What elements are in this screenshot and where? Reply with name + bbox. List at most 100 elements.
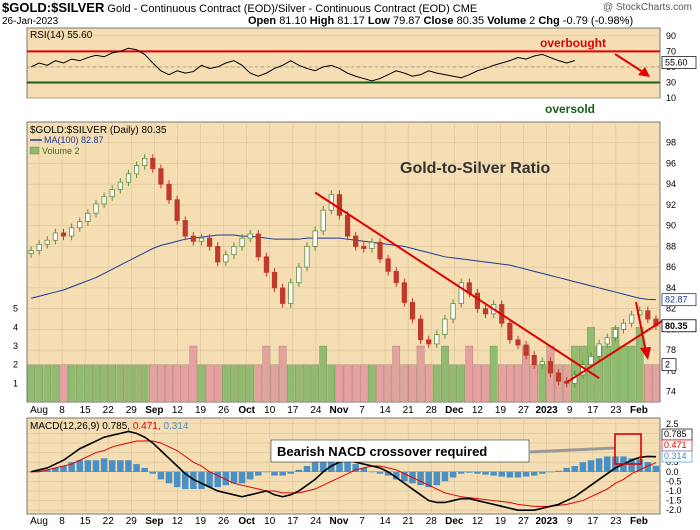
breakdown-arrow bbox=[635, 301, 647, 353]
macd-x-tick-label: Nov bbox=[330, 516, 349, 527]
macd-histogram-bar bbox=[60, 466, 67, 472]
macd-y-tick-label: -1.0 bbox=[666, 486, 682, 496]
macd-crossover-highlight bbox=[614, 433, 642, 465]
chg-value: -0.79 (-0.98%) bbox=[562, 15, 634, 27]
volume-bar bbox=[457, 364, 465, 403]
volume-bar bbox=[408, 364, 417, 403]
macd-histogram-bar bbox=[490, 471, 497, 476]
candle-body bbox=[247, 233, 253, 239]
macd-histogram-bar bbox=[271, 471, 278, 476]
macd-x-tick-label: 7 bbox=[359, 516, 365, 527]
macd-histogram-bar bbox=[84, 460, 92, 472]
chart-header: $GOLD:$SILVER Gold - Continuous Contract… bbox=[2, 0, 477, 15]
candle-body bbox=[288, 282, 294, 304]
volume-bar bbox=[376, 364, 384, 403]
price-y-tick-label: 94 bbox=[666, 179, 676, 189]
macd-histogram-bar bbox=[384, 471, 392, 476]
volume-bar bbox=[222, 364, 230, 403]
candle-body bbox=[312, 230, 318, 247]
macd-y-tick-label: 0.0 bbox=[666, 467, 679, 477]
price-y-tick-label: 92 bbox=[666, 200, 676, 210]
volume-bar bbox=[140, 364, 149, 403]
price-x-tick-label: 29 bbox=[126, 405, 138, 416]
candle-body bbox=[158, 168, 164, 185]
candle-body bbox=[255, 233, 261, 258]
candle-body bbox=[85, 212, 91, 222]
volume-bar bbox=[506, 364, 514, 403]
candle-body bbox=[239, 237, 245, 247]
price-y-tick-label: 74 bbox=[666, 387, 676, 397]
macd-histogram-bar bbox=[238, 471, 246, 484]
macd-histogram-bar bbox=[198, 471, 205, 490]
candle-body bbox=[142, 157, 148, 166]
macd-histogram-bar bbox=[141, 467, 148, 472]
candle-body bbox=[588, 355, 594, 366]
uptrend-line bbox=[566, 320, 663, 384]
volume-bar bbox=[644, 364, 652, 403]
candle-body bbox=[320, 209, 326, 232]
ma100-line bbox=[30, 234, 656, 301]
macd-histogram-bar bbox=[376, 471, 384, 474]
candle-body bbox=[507, 322, 513, 341]
macd-histogram-bar bbox=[295, 469, 303, 472]
candle-body bbox=[198, 237, 205, 242]
macd-histogram-bar bbox=[547, 471, 554, 473]
oversold-label: oversold bbox=[545, 102, 595, 116]
volume-bar bbox=[351, 364, 360, 403]
candle-body bbox=[417, 318, 424, 341]
volume-bar bbox=[189, 345, 198, 403]
candle-body bbox=[150, 157, 156, 170]
volume-legend-label: Volume 2 bbox=[42, 146, 80, 156]
close-value: 80.35 bbox=[456, 15, 485, 27]
candle-body bbox=[377, 241, 383, 260]
volume-bar bbox=[303, 364, 311, 403]
candle-body bbox=[555, 372, 562, 382]
macd-histogram-bar bbox=[182, 471, 189, 490]
volume-bar bbox=[286, 364, 295, 403]
candle-body bbox=[336, 194, 343, 216]
macd-x-tick-label: Feb bbox=[630, 516, 648, 527]
volume-bar bbox=[424, 364, 433, 403]
volume-bar bbox=[92, 364, 100, 403]
ticker-description: Gold - Continuous Contract (EOD)/Silver … bbox=[107, 3, 478, 15]
candle-body bbox=[450, 303, 456, 320]
volume-bar bbox=[205, 364, 214, 403]
volume-y-tick-label: 3 bbox=[13, 341, 18, 351]
volume-bar bbox=[157, 364, 165, 403]
volume-bar bbox=[67, 364, 76, 403]
volume-bar bbox=[416, 345, 425, 403]
macd-y-tick-label: -0.5 bbox=[666, 476, 682, 486]
price-y-tick-label: 86 bbox=[666, 262, 676, 272]
macd-y-tick-label: -2.0 bbox=[666, 505, 682, 515]
macd-annotation-text: Bearish NACD crossover required bbox=[277, 444, 487, 459]
volume-bar bbox=[116, 364, 125, 403]
close-last-value-label: 80.35 bbox=[665, 321, 688, 331]
macd-legend: MACD(12,26,9) 0.785, 0.471, 0.314 bbox=[30, 421, 189, 432]
macd-x-tick-label: 12 bbox=[172, 516, 184, 527]
macd-histogram-bar bbox=[319, 458, 327, 472]
close-last-value-box bbox=[661, 319, 697, 333]
volume-bar bbox=[132, 364, 141, 403]
candle-body bbox=[271, 271, 278, 289]
volume-bar bbox=[441, 345, 449, 403]
macd-histogram-bar bbox=[360, 467, 368, 472]
macd-histogram-bar bbox=[76, 460, 83, 472]
volume-bar bbox=[35, 364, 43, 403]
macd-histogram-bar bbox=[279, 471, 286, 476]
candle-body bbox=[296, 266, 302, 284]
price-x-tick-label: 19 bbox=[195, 405, 207, 416]
candle-body bbox=[361, 246, 367, 249]
macd-x-tick-label: 28 bbox=[426, 516, 438, 527]
macd-histogram-bar bbox=[433, 471, 441, 486]
candle-body bbox=[60, 232, 67, 237]
macd-histogram-bar bbox=[344, 458, 351, 472]
candle-body bbox=[369, 241, 375, 249]
macd-histogram-bar bbox=[287, 471, 294, 474]
macd-histogram-bar bbox=[328, 456, 335, 472]
volume-bar bbox=[384, 364, 392, 403]
macd-histogram-bar bbox=[393, 471, 400, 480]
macd-x-tick-label: Aug bbox=[30, 516, 48, 527]
macd-last-value-label: 0.471 bbox=[664, 440, 687, 450]
price-x-tick-label: 2023 bbox=[536, 405, 559, 416]
